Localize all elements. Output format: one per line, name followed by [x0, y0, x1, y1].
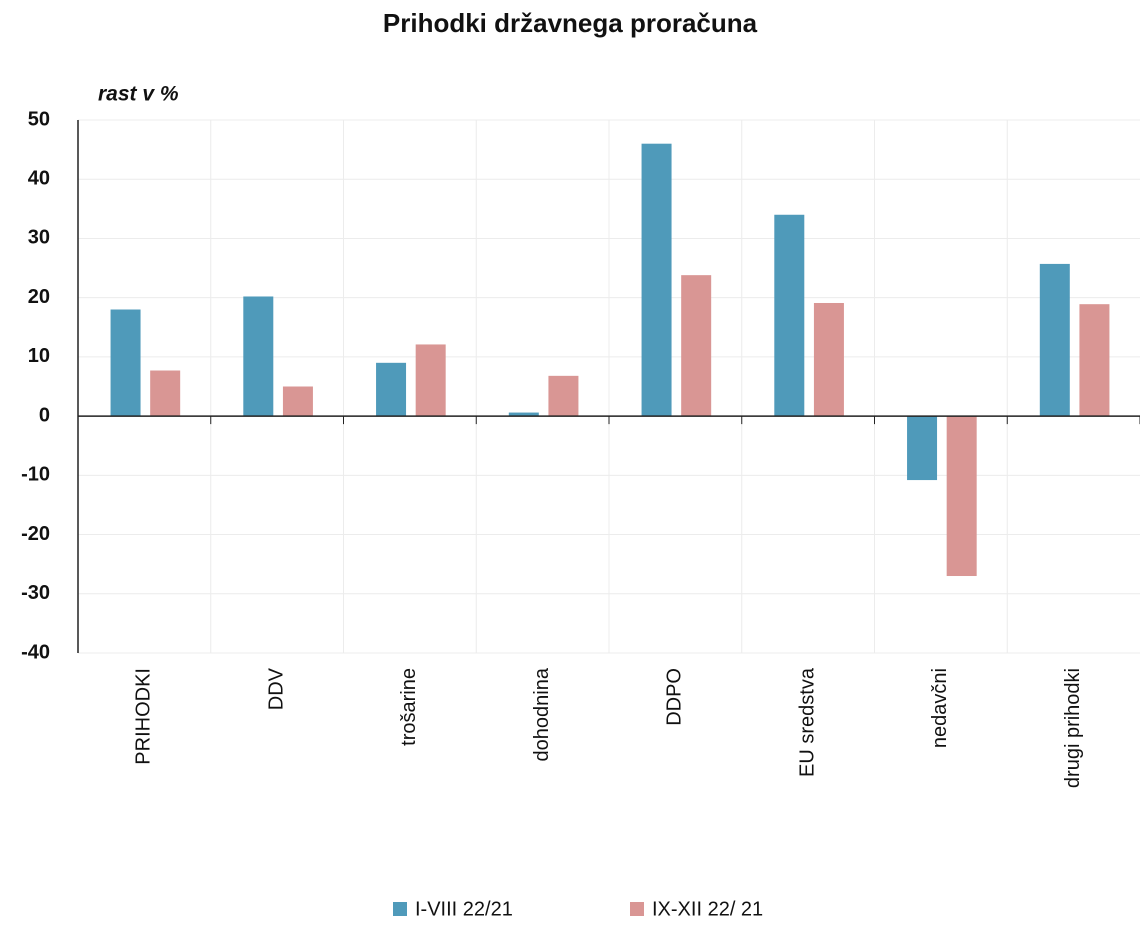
y-tick-label: -40: [21, 641, 50, 663]
x-tick-label: trošarine: [398, 668, 420, 746]
bar: [415, 344, 446, 417]
x-tick-label: DDPO: [664, 668, 686, 726]
legend-label: I-VIII 22/21: [415, 898, 513, 920]
y-tick-label: 10: [28, 345, 50, 367]
y-tick-label: 40: [28, 168, 50, 190]
bar: [907, 416, 938, 481]
y-tick-label: 0: [39, 404, 50, 426]
y-tick-label: -10: [21, 464, 50, 486]
x-tick-label: nedavčni: [929, 668, 951, 748]
bar: [548, 375, 579, 417]
bar: [376, 362, 407, 417]
x-tick-label: PRIHODKI: [133, 668, 155, 765]
bar: [774, 214, 805, 417]
bar: [813, 302, 844, 417]
x-tick-label: EU sredstva: [796, 667, 818, 777]
bar: [681, 275, 712, 417]
bar: [110, 309, 141, 417]
y-tick-label: 50: [28, 108, 50, 130]
bar: [508, 412, 539, 417]
bar: [150, 370, 181, 417]
bar: [1079, 304, 1110, 417]
y-axis-label: rast v %: [98, 83, 179, 106]
x-tick-label: DDV: [265, 667, 287, 710]
x-tick-label: drugi prihodki: [1062, 668, 1084, 788]
bar: [946, 416, 977, 577]
y-tick-label: 30: [28, 227, 50, 249]
legend-swatch: [393, 902, 407, 916]
legend-label: IX-XII 22/ 21: [652, 898, 763, 920]
y-tick-label: -30: [21, 582, 50, 604]
bar: [243, 296, 274, 417]
legend-swatch: [630, 902, 644, 916]
bar: [641, 143, 672, 417]
bar: [1039, 263, 1070, 417]
chart-title: Prihodki državnega proračuna: [383, 8, 758, 38]
bar: [282, 386, 313, 417]
y-tick-label: 20: [28, 286, 50, 308]
x-tick-label: dohodnina: [531, 667, 553, 761]
y-tick-label: -20: [21, 523, 50, 545]
